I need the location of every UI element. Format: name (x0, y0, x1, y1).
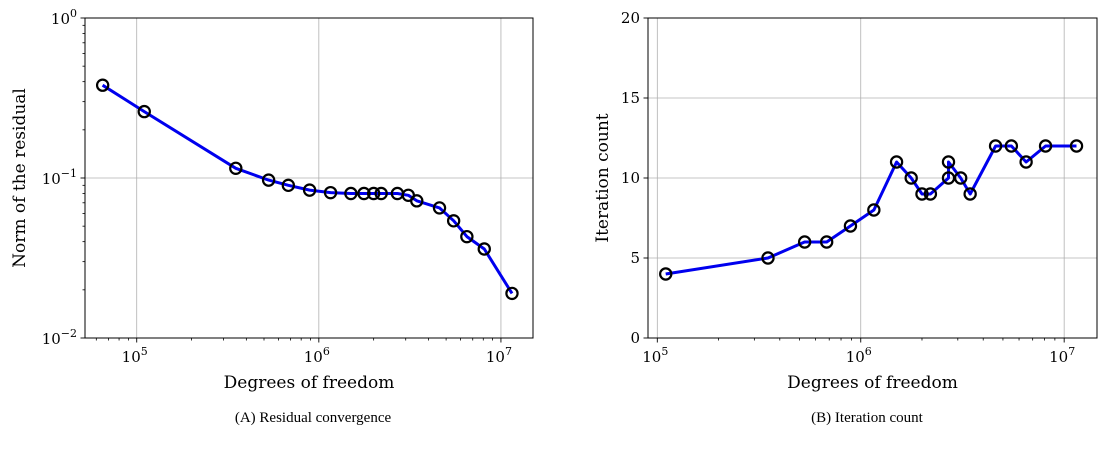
data-point-marker (843, 219, 858, 233)
data-point-marker (95, 78, 110, 92)
caption-b: (B) Iteration count (811, 410, 923, 426)
data-point-marker (366, 186, 381, 201)
data-point-marker (432, 201, 447, 215)
x-tick-label: 105 (122, 345, 148, 366)
data-point-marker (819, 235, 834, 249)
data-point-marker (1069, 139, 1084, 153)
data-point-marker (446, 214, 461, 228)
plot-frame (647, 17, 1098, 339)
data-point-marker (323, 185, 338, 200)
data-point-marker (357, 186, 371, 201)
data-point-marker (374, 186, 388, 201)
data-point-marker (137, 104, 151, 119)
data-point-marker (1019, 155, 1033, 169)
x-tick-label: 107 (1049, 345, 1075, 366)
x-axis-label: Degrees of freedom (787, 373, 958, 393)
data-point-marker (281, 178, 296, 193)
x-axis-label: Degrees of freedom (224, 373, 395, 393)
y-tick-label: 5 (630, 249, 640, 267)
data-point-marker (988, 139, 1003, 153)
y-tick-label: 0 (630, 329, 640, 347)
data-point-marker (460, 229, 474, 244)
series-line (665, 144, 1077, 276)
data-point-marker (867, 203, 881, 217)
caption-a: (A) Residual convergence (234, 410, 392, 426)
data-point-marker (889, 155, 904, 169)
x-tick-label: 107 (486, 345, 512, 366)
data-point-marker (761, 251, 775, 265)
y-tick-label: 20 (621, 9, 640, 27)
data-point-marker (344, 186, 358, 201)
data-point-marker (1038, 139, 1053, 153)
chart-panel-b: 105 106 107 0 5 10 15 20 Degrees of freedom Itera… (593, 9, 1098, 393)
x-tick-label: 106 (846, 345, 872, 366)
data-point-marker (904, 171, 918, 185)
data-point-marker (1004, 139, 1019, 153)
series-line (101, 83, 514, 295)
data-point-marker (302, 183, 317, 197)
y-tick-label: 15 (621, 89, 640, 107)
data-point-marker (505, 286, 519, 301)
data-point-marker (410, 194, 424, 208)
data-point-marker (941, 155, 956, 169)
y-axis-label: Iteration count (593, 113, 613, 242)
data-point-marker (261, 173, 276, 187)
chart-panel-a: 105 106 107 10−2 10−1 100 Degrees of freedom No… (10, 7, 534, 393)
data-point-marker (953, 171, 968, 185)
data-point-marker (923, 187, 938, 201)
y-tick-label: 10−1 (42, 167, 77, 188)
y-tick-label: 100 (51, 7, 77, 28)
x-tick-label: 106 (304, 345, 330, 366)
plot-frame (84, 17, 534, 339)
data-point-marker (229, 161, 243, 175)
y-tick-label: 10 (621, 169, 640, 187)
data-point-marker (915, 187, 929, 201)
data-point-marker (963, 187, 977, 201)
x-tick-label: 105 (642, 345, 668, 366)
y-tick-label: 10−2 (42, 327, 77, 348)
y-axis-label: Norm of the residual (10, 88, 30, 268)
data-point-marker (659, 267, 673, 281)
data-point-marker (477, 242, 491, 256)
data-point-marker (797, 235, 812, 249)
